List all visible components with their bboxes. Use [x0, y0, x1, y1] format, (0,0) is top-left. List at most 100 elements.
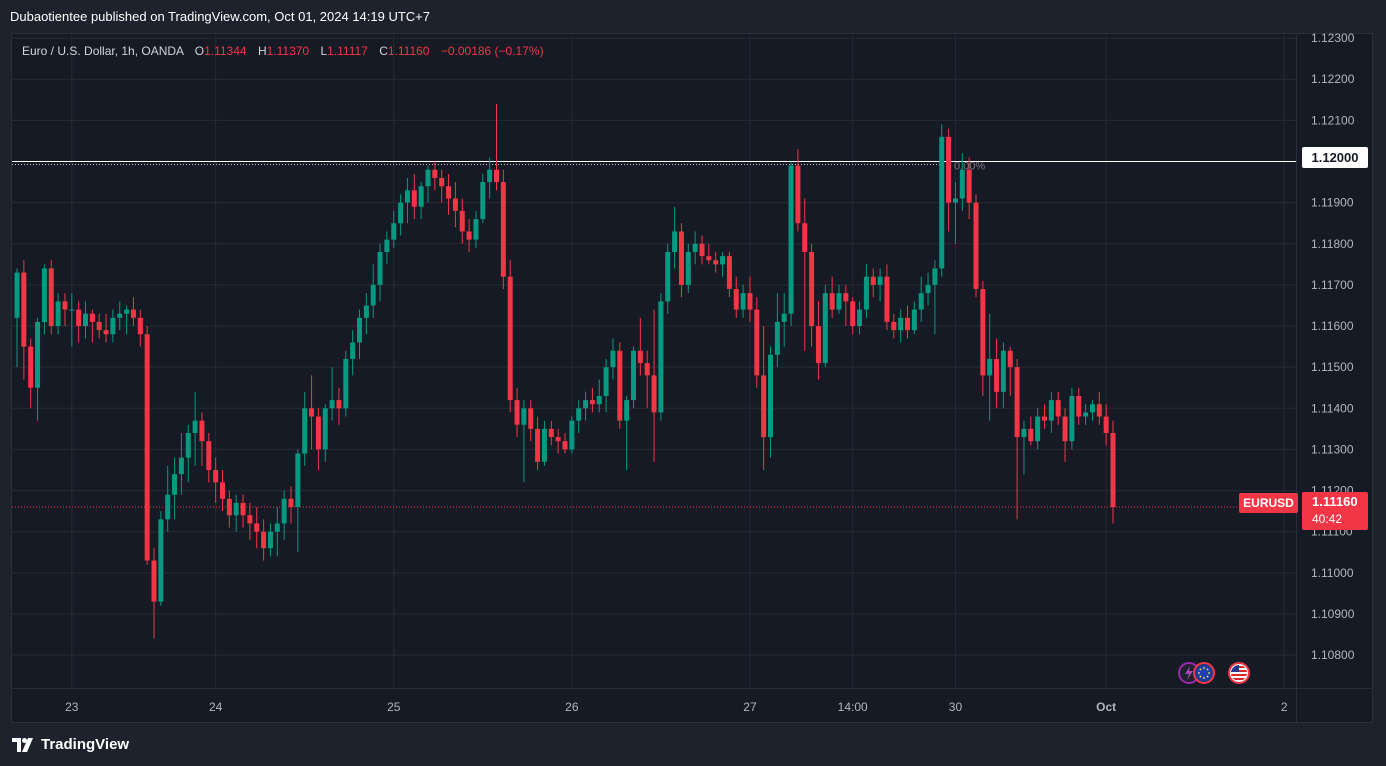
candle-body — [233, 502, 239, 516]
candle-body — [720, 256, 726, 265]
candle-body — [103, 330, 109, 335]
candle — [350, 330, 356, 376]
candle-body — [185, 432, 191, 458]
symbol-label[interactable]: Euro / U.S. Dollar, 1h, OANDA — [22, 44, 184, 58]
candle-body — [213, 470, 219, 483]
candle — [110, 309, 116, 343]
candle-body — [411, 190, 417, 207]
candle — [76, 301, 82, 343]
candle — [1021, 420, 1027, 475]
candle — [35, 317, 41, 421]
candle-body — [404, 190, 410, 203]
candle-body — [617, 350, 623, 421]
bar-countdown: 40:42 — [1312, 512, 1343, 526]
high-label: H — [257, 44, 267, 58]
candle-body — [398, 202, 404, 224]
candle — [1076, 387, 1082, 425]
candle-body — [500, 182, 506, 277]
candle-body — [1083, 412, 1089, 417]
candle-body — [576, 408, 582, 421]
candle — [432, 161, 438, 191]
candle — [1028, 416, 1034, 446]
candle-body — [569, 420, 575, 450]
candle-body — [692, 243, 698, 252]
ohlc-legend: Euro / U.S. Dollar, 1h, OANDA O1.11344 H… — [22, 44, 544, 58]
time-tick-label: 27 — [743, 700, 757, 714]
candle-body — [994, 358, 1000, 392]
candle — [172, 457, 178, 520]
candle-body — [336, 400, 342, 409]
candle-body — [781, 313, 787, 322]
candle — [21, 260, 27, 380]
candle-body — [637, 350, 643, 364]
chart-frame[interactable] — [11, 33, 1373, 723]
candle — [281, 490, 287, 540]
candle — [240, 494, 246, 528]
candle-body — [418, 186, 424, 207]
candle — [863, 264, 869, 318]
candle — [1089, 400, 1095, 421]
candle-body — [309, 408, 315, 417]
candle — [706, 243, 712, 265]
candle — [802, 198, 808, 351]
candle — [1110, 420, 1116, 524]
candle-body — [14, 272, 20, 318]
candle — [192, 391, 198, 466]
price-tick-label: 1.11700 — [1311, 278, 1354, 292]
price-tick-label: 1.10800 — [1311, 648, 1355, 662]
candle — [836, 284, 842, 314]
candle — [781, 293, 787, 347]
price-tick-label: 1.11600 — [1311, 319, 1354, 333]
candle-body — [952, 198, 958, 203]
candle — [822, 284, 828, 368]
candle-body — [83, 313, 88, 327]
change-value: −0.00186 (−0.17%) — [440, 44, 544, 58]
candle — [363, 293, 369, 335]
candle — [809, 243, 815, 347]
candle — [637, 317, 643, 376]
candle-body — [1028, 428, 1034, 442]
candle — [233, 494, 239, 532]
price-tick-label: 1.11400 — [1311, 401, 1354, 415]
candle-body — [267, 531, 273, 549]
candle-body — [261, 531, 267, 549]
candle-body — [822, 293, 828, 364]
candle-body — [925, 284, 931, 294]
candle-body — [1062, 416, 1068, 442]
candle-body — [1103, 416, 1109, 433]
candle-body — [144, 334, 150, 561]
candle-body — [733, 289, 739, 310]
candle — [459, 198, 465, 244]
candle-body — [884, 276, 890, 322]
candle-body — [829, 293, 835, 310]
candle — [425, 165, 431, 203]
eu-flag-icon[interactable] — [1193, 662, 1215, 684]
candle — [14, 268, 20, 368]
candle-body — [905, 317, 910, 331]
tradingview-logo[interactable]: TradingView — [12, 736, 129, 753]
candle-body — [562, 441, 568, 450]
candle-body — [973, 202, 979, 290]
candle-body — [658, 301, 664, 413]
publish-header: Dubaotientee published on TradingView.co… — [10, 9, 431, 24]
candle-body — [1076, 395, 1082, 417]
candle-body — [151, 560, 157, 602]
candle — [62, 293, 68, 327]
candle — [83, 301, 88, 339]
candle — [932, 260, 938, 335]
candle-body — [1089, 404, 1095, 413]
candle-body — [610, 350, 616, 368]
candle-body — [124, 309, 130, 314]
candle-body — [329, 400, 335, 409]
candle — [137, 309, 143, 347]
candle-body — [165, 494, 171, 520]
candle — [103, 313, 109, 343]
candle — [41, 264, 47, 335]
candle — [199, 412, 205, 466]
time-tick-label: 23 — [65, 700, 79, 714]
candle — [740, 284, 746, 318]
us-flag-icon[interactable] — [1228, 662, 1250, 684]
candle — [302, 391, 308, 466]
candle-body — [137, 317, 143, 335]
